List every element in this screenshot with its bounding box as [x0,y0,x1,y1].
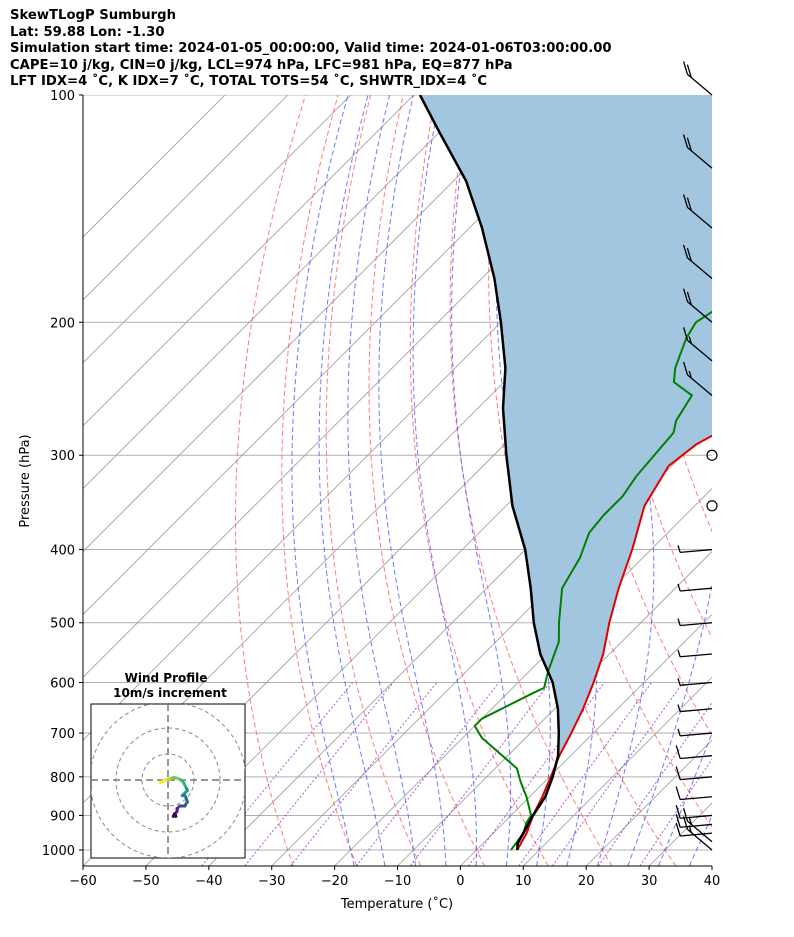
dry-adiabat [281,95,358,866]
dry-adiabat [409,95,549,866]
index-line: LFT IDX=4 ˚C, K IDX=7 ˚C, TOTAL TOTS=54 … [10,74,488,90]
wind-barb [682,807,713,843]
mixing-ratio-line [639,758,712,866]
moist-adiabat [378,95,447,866]
moist-adiabat [347,95,416,866]
x-axis-label: Temperature (˚C) [340,896,453,912]
x-tick-label: −50 [132,874,159,889]
x-tick-label: 10 [515,874,532,889]
wind-barb [675,745,713,760]
x-tick-label: −10 [384,874,411,889]
x-tick-label: 30 [641,874,658,889]
y-tick-label: 700 [50,727,75,742]
temperature-line [516,434,712,851]
wind-barb [706,500,718,512]
inset-title: Wind Profile [125,671,208,685]
moist-adiabat [451,95,512,866]
wind-barb [675,786,713,801]
x-tick-label: −20 [321,874,348,889]
wind-barb [677,649,713,658]
wind-barb [677,704,713,713]
dry-adiabat [325,95,422,866]
y-axis-label: Pressure (hPa) [18,434,33,527]
dry-adiabat [762,95,794,866]
inset-subtitle: 10m/s increment [113,686,227,700]
x-tick-label: 0 [456,874,464,889]
y-tick-label: 600 [50,677,75,692]
wind-barb [682,134,713,169]
wind-barb [675,814,713,828]
wind-barb [675,805,713,819]
chart-title: SkewTLogP Sumburgh [10,8,176,23]
wind-barb [682,61,713,96]
dry-adiabat [235,95,306,866]
isotherm-line [83,95,477,490]
y-tick-label: 100 [50,89,75,104]
isotherm-line [83,95,414,427]
y-tick-label: 500 [50,617,75,632]
wind-barb [677,678,713,686]
mixing-ratio-line [244,682,394,866]
cape-area [420,95,712,850]
dry-adiabat [368,95,485,866]
wind-barb [675,766,713,781]
y-tick-label: 400 [50,544,75,559]
isotherm-line [460,613,712,866]
mixing-ratio-line [290,682,438,866]
wind-barb [682,327,713,362]
x-tick-label: −60 [69,874,96,889]
cape-line: CAPE=10 j/kg, CIN=0 j/kg, LCL=974 hPa, L… [10,57,513,73]
isotherm-line [334,488,712,866]
wind-barb [682,816,713,851]
x-tick-label: 40 [704,874,721,889]
isotherm-line [83,95,603,615]
wind-barb [677,583,713,592]
mixing-ratio-line [597,701,712,866]
wind-barb [682,288,713,323]
y-tick-label: 900 [50,809,75,824]
wind-barb [677,545,713,553]
isotherm-line [523,676,712,866]
hodograph-segment [171,812,176,818]
y-tick-label: 800 [50,771,75,786]
wind-barb [706,449,718,461]
wind-barb [675,822,713,837]
wind-barb [677,728,713,737]
isotherm-line [83,95,289,301]
parcel-line [418,95,561,851]
moist-adiabat [627,95,712,866]
wind-barb [682,361,713,396]
isotherm-line [83,95,540,553]
dry-adiabat [449,95,613,866]
x-tick-label: −30 [258,874,285,889]
isotherm-line [83,95,352,364]
wind-barb [677,618,713,627]
wind-barb [682,194,713,229]
mixing-ratio-line [551,682,684,866]
moist-adiabat [318,95,386,866]
y-tick-label: 200 [50,316,75,331]
moist-adiabat [291,95,355,866]
moist-adiabat [720,95,794,866]
isotherm-line [397,550,712,866]
y-tick-label: 300 [50,449,75,464]
dewpoint-line [473,310,712,851]
mixing-ratio-line [409,682,551,866]
x-tick-label: −40 [195,874,222,889]
location-line: Lat: 59.88 Lon: -1.30 [10,24,165,40]
time-line: Simulation start time: 2024-01-05_00:00:… [10,41,612,57]
moist-adiabat [658,731,712,866]
dry-adiabat [729,95,794,866]
moist-adiabat [412,95,477,866]
isotherm-line [711,865,712,866]
mixing-ratio-line [518,682,653,866]
isotherm-line [83,95,226,238]
x-tick-label: 20 [578,874,595,889]
wind-barb [682,244,713,279]
y-tick-label: 1000 [42,844,75,859]
